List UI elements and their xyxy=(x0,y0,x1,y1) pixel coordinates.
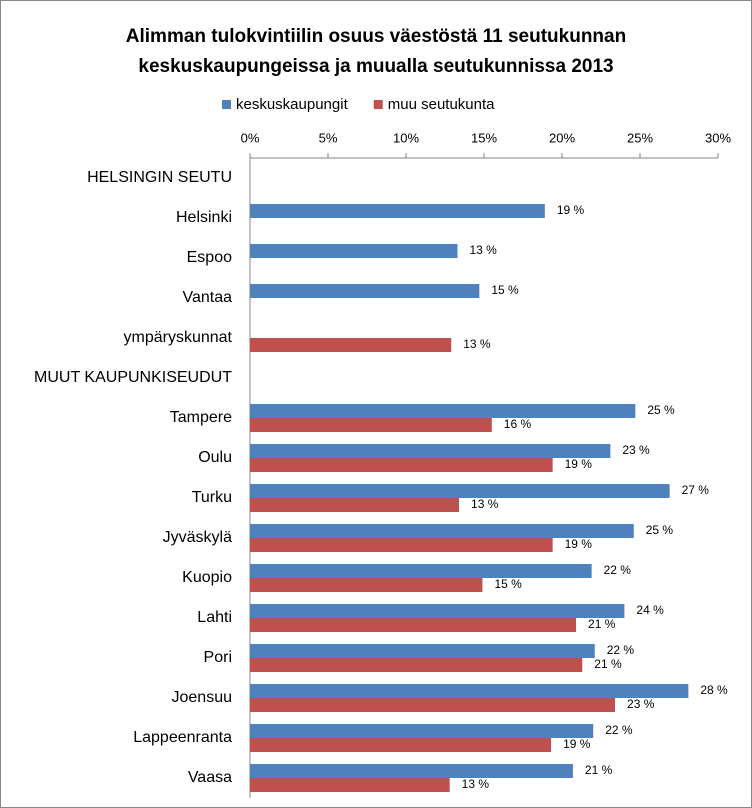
x-tick-label: 5% xyxy=(319,130,338,145)
data-label: 13 % xyxy=(471,497,499,511)
data-label: 22 % xyxy=(607,643,635,657)
data-label: 25 % xyxy=(647,403,675,417)
bar xyxy=(250,764,573,778)
bar xyxy=(250,498,460,512)
x-tick-label: 25% xyxy=(627,130,653,145)
y-tick-label: Lahti xyxy=(197,609,232,626)
bar xyxy=(250,284,480,298)
data-label: 24 % xyxy=(636,603,664,617)
bar xyxy=(250,738,552,752)
data-label: 13 % xyxy=(462,777,490,791)
y-tick-label: Lappeenranta xyxy=(133,729,232,746)
data-label: 22 % xyxy=(604,563,632,577)
y-tick-label: ympäryskunnat xyxy=(124,329,233,346)
bar xyxy=(250,418,492,432)
bar xyxy=(250,698,616,712)
x-tick-label: 15% xyxy=(471,130,497,145)
data-label: 23 % xyxy=(622,443,650,457)
x-tick-label: 10% xyxy=(393,130,419,145)
data-label: 21 % xyxy=(588,617,616,631)
bar xyxy=(250,244,458,258)
y-tick-label: Vantaa xyxy=(182,289,232,306)
y-tick-label: Oulu xyxy=(198,449,232,466)
x-tick-label: 30% xyxy=(705,130,731,145)
bar xyxy=(250,724,594,738)
y-tick-label: HELSINGIN SEUTU xyxy=(87,169,232,186)
legend-swatch xyxy=(373,100,383,109)
bar xyxy=(250,204,545,218)
bar xyxy=(250,644,595,658)
data-label: 28 % xyxy=(700,683,728,697)
bar xyxy=(250,778,450,792)
bar xyxy=(250,658,583,672)
bar xyxy=(250,524,634,538)
bar xyxy=(250,578,483,592)
y-tick-label: Joensuu xyxy=(172,689,233,706)
y-tick-label: Pori xyxy=(204,649,232,666)
y-tick-label: MUUT KAUPUNKISEUDUT xyxy=(34,369,232,386)
bar xyxy=(250,404,636,418)
data-label: 19 % xyxy=(563,737,591,751)
bar xyxy=(250,484,670,498)
legend-label: muu seutukunta xyxy=(388,96,495,113)
data-label: 22 % xyxy=(605,723,633,737)
data-label: 23 % xyxy=(627,697,655,711)
bar xyxy=(250,538,553,552)
x-tick-label: 20% xyxy=(549,130,575,145)
bar xyxy=(250,618,577,632)
y-tick-label: Kuopio xyxy=(182,569,232,586)
chart-title: Alimman tulokvintiilin osuus väestöstä 1… xyxy=(126,26,626,47)
bar xyxy=(250,604,625,618)
y-tick-label: Vaasa xyxy=(188,769,232,786)
chart-subtitle: keskuskaupungeissa ja muualla seutukunni… xyxy=(138,56,613,77)
data-label: 16 % xyxy=(504,417,532,431)
bar xyxy=(250,338,452,352)
data-label: 13 % xyxy=(463,337,491,351)
y-tick-label: Tampere xyxy=(170,409,232,426)
data-label: 13 % xyxy=(469,243,497,257)
data-label: 15 % xyxy=(494,577,522,591)
legend-swatch xyxy=(222,100,231,109)
y-tick-label: Helsinki xyxy=(176,209,232,226)
data-label: 15 % xyxy=(491,283,519,297)
data-label: 21 % xyxy=(594,657,622,671)
data-label: 19 % xyxy=(557,203,585,217)
bar xyxy=(250,564,592,578)
x-tick-label: 0% xyxy=(241,130,260,145)
y-tick-label: Jyväskylä xyxy=(163,529,232,546)
bar xyxy=(250,458,553,472)
bar xyxy=(250,444,611,458)
data-label: 19 % xyxy=(565,457,593,471)
legend-label: keskuskaupungit xyxy=(236,96,349,113)
data-label: 25 % xyxy=(646,523,674,537)
data-label: 19 % xyxy=(565,537,593,551)
y-tick-label: Espoo xyxy=(187,249,232,266)
data-label: 27 % xyxy=(682,483,710,497)
y-tick-label: Turku xyxy=(192,489,232,506)
data-label: 21 % xyxy=(585,763,613,777)
bar xyxy=(250,684,689,698)
